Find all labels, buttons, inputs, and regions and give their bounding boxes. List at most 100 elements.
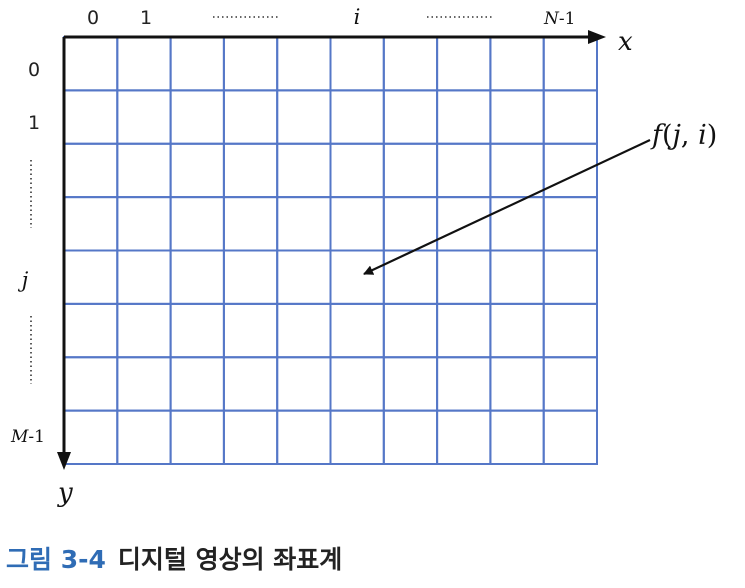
grid-cell: [329, 409, 385, 465]
y-tick-label-j: j: [18, 268, 29, 292]
grid-cell: [222, 409, 279, 465]
grid-cell: [382, 36, 439, 92]
grid-cell: [222, 196, 279, 252]
y-axis-name: y: [57, 478, 73, 508]
grid-cell: [542, 142, 599, 199]
y-tick-last-suffix: -1: [28, 427, 45, 447]
grid-cell: [222, 36, 279, 92]
grid-cell: [542, 409, 599, 465]
grid-cell: [63, 196, 119, 252]
grid-cell: [329, 142, 385, 199]
grid-cell: [436, 249, 492, 305]
grid-cell: [276, 196, 332, 252]
grid-cell: [222, 249, 279, 305]
grid-cell: [489, 302, 545, 359]
grid-cell: [436, 409, 492, 465]
grid-cell: [116, 302, 172, 359]
grid-cell: [382, 356, 439, 412]
grid-cell: [489, 249, 545, 305]
grid-cell: [116, 409, 172, 465]
x-tick-label-0: 0: [87, 7, 99, 29]
grid-cell: [329, 249, 385, 305]
y-tick-last-var: M: [10, 427, 29, 447]
grid-cell: [382, 409, 439, 465]
grid-cell: [169, 89, 225, 145]
x-axis-arrowhead: [588, 30, 606, 44]
grid-cell: [169, 409, 225, 465]
grid-cell: [329, 36, 385, 92]
pixel-grid: [63, 36, 599, 465]
grid-cell: [489, 142, 545, 199]
grid-cell: [116, 89, 172, 145]
grid-cell: [276, 249, 332, 305]
x-tick-label-1: 1: [140, 7, 152, 29]
grid-cell: [382, 302, 439, 359]
grid-cell: [489, 409, 545, 465]
grid-cell: [436, 36, 492, 92]
grid-cell: [382, 89, 439, 145]
pixel-value-label: f(j, i): [650, 120, 717, 151]
y-tick-label-0: 0: [28, 59, 40, 81]
x-tick-last-var: N: [543, 9, 560, 29]
grid-cell: [436, 302, 492, 359]
pixel-comma: ,: [681, 120, 698, 151]
grid-cell: [436, 89, 492, 145]
grid-cell: [329, 89, 385, 145]
grid-cell: [222, 142, 279, 199]
grid-cell: [489, 196, 545, 252]
grid-cell: [489, 89, 545, 145]
grid-cell: [542, 196, 599, 252]
grid-cell: [222, 302, 279, 359]
grid-cell: [542, 89, 599, 145]
x-axis-labels: 0 1 i N-1 x: [87, 5, 633, 57]
y-tick-label-last: M-1: [10, 427, 45, 447]
grid-cell: [276, 302, 332, 359]
grid-cell: [276, 36, 332, 92]
grid-cell: [436, 196, 492, 252]
grid-cell: [276, 356, 332, 412]
grid-cell: [169, 196, 225, 252]
grid-cell: [489, 356, 545, 412]
grid-cell: [116, 249, 172, 305]
pixel-pointer-arrow: [363, 139, 651, 275]
grid-cell: [329, 356, 385, 412]
grid-cell: [436, 142, 492, 199]
grid-cell: [63, 36, 119, 92]
grid-cell: [63, 409, 119, 465]
y-axis-arrowhead: [57, 452, 71, 470]
grid-cell: [63, 356, 119, 412]
x-tick-last-suffix: -1: [559, 9, 576, 29]
grid-cell: [63, 302, 119, 359]
grid-cell: [169, 356, 225, 412]
figure-caption: 그림 3-4 디지털 영상의 좌표계: [6, 540, 342, 580]
grid-cell: [276, 409, 332, 465]
grid-cell: [169, 142, 225, 199]
grid-cell: [329, 302, 385, 359]
grid-cell: [329, 196, 385, 252]
grid-cell: [276, 142, 332, 199]
grid-cell: [116, 36, 172, 92]
grid-cell: [116, 356, 172, 412]
grid-cell: [169, 302, 225, 359]
grid-cell: [542, 302, 599, 359]
grid-cell: [169, 249, 225, 305]
x-tick-label-last: N-1: [543, 9, 575, 29]
pixel-open-paren: (: [662, 120, 673, 151]
grid-cell: [489, 36, 545, 92]
grid-cell: [222, 89, 279, 145]
grid-cell: [169, 36, 225, 92]
grid-cell: [63, 249, 119, 305]
grid-cell: [276, 89, 332, 145]
grid-cell: [542, 356, 599, 412]
y-tick-label-1: 1: [28, 112, 40, 134]
x-tick-label-i: i: [354, 5, 361, 29]
grid-cell: [116, 196, 172, 252]
grid-cell: [382, 249, 439, 305]
grid-cell: [63, 89, 119, 145]
grid-cell: [222, 356, 279, 412]
axes: [57, 30, 606, 470]
grid-cell: [382, 142, 439, 199]
figure-number: 그림 3-4: [6, 545, 106, 574]
grid-cell: [436, 356, 492, 412]
figure-title: 디지털 영상의 좌표계: [117, 545, 343, 574]
